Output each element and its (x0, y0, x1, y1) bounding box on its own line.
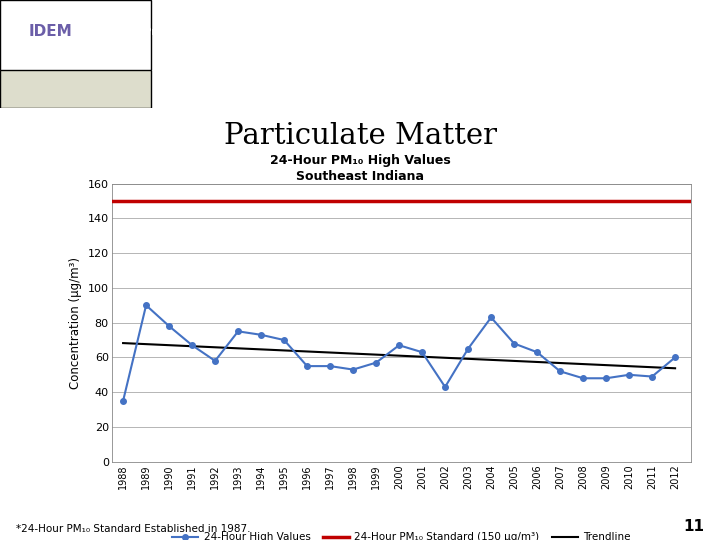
Trendline (556, 360, 564, 366)
Trendline (234, 345, 243, 352)
24-Hour High Values (556, 368, 564, 375)
Trendline (464, 355, 472, 362)
Trendline (257, 346, 266, 353)
Trendline (211, 344, 220, 350)
Trendline (487, 356, 495, 363)
Trendline (142, 341, 150, 347)
Text: *24-Hour PM₁₀ Standard Established in 1987.: *24-Hour PM₁₀ Standard Established in 19… (16, 523, 251, 534)
Text: Southeast Indiana: Southeast Indiana (296, 170, 424, 183)
Trendline (648, 364, 657, 370)
24-Hour High Values (671, 354, 680, 361)
Trendline (303, 348, 312, 355)
Trendline (188, 343, 197, 349)
Trendline (671, 365, 680, 372)
FancyBboxPatch shape (0, 70, 151, 108)
Text: We Protect Hoosiers and Our Environment: We Protect Hoosiers and Our Environment (120, 26, 384, 37)
24-Hour High Values (348, 366, 357, 373)
Text: Air: Air (176, 82, 199, 96)
Trendline (395, 353, 403, 359)
Trendline (579, 361, 588, 367)
Text: 11: 11 (683, 518, 704, 534)
Trendline (280, 347, 289, 354)
Trendline (533, 359, 541, 365)
24-Hour High Values (303, 363, 312, 369)
Trendline (625, 363, 634, 369)
24-Hour High Values (418, 349, 426, 355)
Trendline (325, 349, 334, 356)
FancyBboxPatch shape (0, 0, 151, 70)
Line: 24-Hour High Values: 24-Hour High Values (120, 302, 678, 403)
24-Hour High Values (119, 397, 127, 404)
Line: Trendline: Trendline (123, 343, 675, 368)
Text: Particulate Matter: Particulate Matter (223, 122, 497, 150)
Trendline (510, 357, 518, 364)
24-Hour High Values (142, 302, 150, 308)
24-Hour High Values (648, 373, 657, 380)
Trendline (418, 354, 426, 360)
24-Hour High Values (165, 323, 174, 329)
Trendline (441, 355, 449, 361)
Text: IDEM: IDEM (29, 24, 73, 39)
24-Hour High Values (602, 375, 611, 381)
Y-axis label: Concentration (µg/m³): Concentration (µg/m³) (69, 256, 82, 389)
24-Hour High Values (211, 357, 220, 364)
24-Hour High Values (325, 363, 334, 369)
24-Hour High Values (188, 342, 197, 348)
24-Hour High Values (510, 340, 518, 347)
Trendline (602, 362, 611, 368)
Trendline (348, 350, 357, 357)
24-Hour High Values (372, 360, 380, 366)
24-Hour High Values (579, 375, 588, 381)
Trendline (119, 340, 127, 346)
24-Hour High Values (257, 332, 266, 338)
Text: 24-Hour PM₁₀ High Values: 24-Hour PM₁₀ High Values (269, 154, 451, 167)
Legend: 24-Hour High Values, 24-Hour PM₁₀ Standard (150 µg/m³), Trendline: 24-Hour High Values, 24-Hour PM₁₀ Standa… (168, 528, 635, 540)
24-Hour High Values (280, 337, 289, 343)
24-Hour High Values (487, 314, 495, 321)
24-Hour High Values (395, 342, 403, 348)
Trendline (165, 342, 174, 348)
24-Hour High Values (464, 346, 472, 352)
24-Hour High Values (234, 328, 243, 335)
24-Hour High Values (441, 384, 449, 390)
24-Hour High Values (533, 349, 541, 355)
24-Hour High Values (625, 372, 634, 378)
Trendline (372, 352, 380, 358)
